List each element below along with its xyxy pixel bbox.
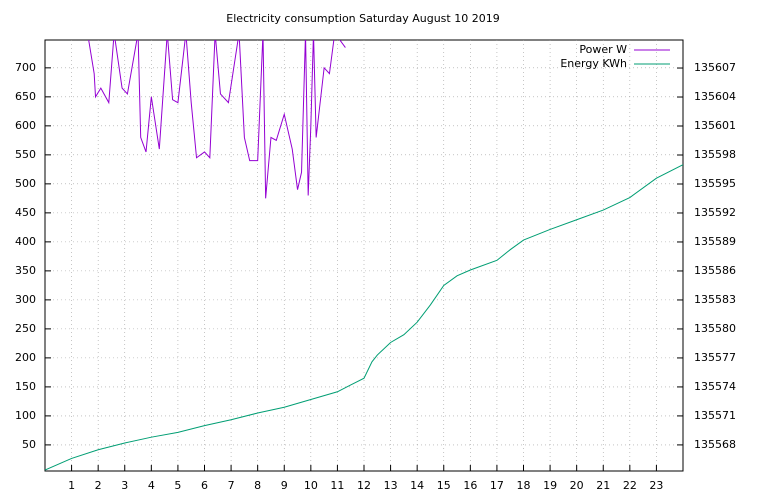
y-tick-label: 550 xyxy=(15,148,36,161)
y2-tick-label: 135595 xyxy=(694,177,736,190)
y2-tick-label: 135571 xyxy=(694,409,736,422)
x-tick-label: 4 xyxy=(148,479,155,492)
x-tick-label: 21 xyxy=(596,479,610,492)
y-tick-label: 450 xyxy=(15,206,36,219)
y-tick-label: 250 xyxy=(15,322,36,335)
x-tick-label: 22 xyxy=(623,479,637,492)
y2-tick-label: 135589 xyxy=(694,235,736,248)
y2-tick-label: 135604 xyxy=(694,90,736,103)
x-tick-label: 8 xyxy=(254,479,261,492)
x-tick-label: 6 xyxy=(201,479,208,492)
y-tick-label: 600 xyxy=(15,119,36,132)
x-tick-label: 23 xyxy=(649,479,663,492)
y2-tick-label: 135574 xyxy=(694,380,736,393)
plot-area xyxy=(45,40,683,471)
y2-tick-label: 135601 xyxy=(694,119,736,132)
y2-tick-label: 135607 xyxy=(694,61,736,74)
y-tick-label: 350 xyxy=(15,264,36,277)
y2-tick-label: 135580 xyxy=(694,322,736,335)
x-tick-label: 5 xyxy=(174,479,181,492)
x-tick-label: 17 xyxy=(490,479,504,492)
y2-tick-label: 135577 xyxy=(694,351,736,364)
x-tick-label: 1 xyxy=(68,479,75,492)
x-tick-label: 19 xyxy=(543,479,557,492)
y-tick-label: 500 xyxy=(15,177,36,190)
y2-tick-label: 135568 xyxy=(694,438,736,451)
x-tick-label: 14 xyxy=(410,479,424,492)
legend-label: Energy KWh xyxy=(560,57,627,70)
x-tick-label: 7 xyxy=(228,479,235,492)
y2-tick-label: 135586 xyxy=(694,264,736,277)
series-line xyxy=(88,40,346,199)
x-tick-label: 18 xyxy=(517,479,531,492)
y-tick-label: 100 xyxy=(15,409,36,422)
y2-tick-label: 135583 xyxy=(694,293,736,306)
x-tick-label: 16 xyxy=(463,479,477,492)
legend-label: Power W xyxy=(579,43,627,56)
x-tick-label: 11 xyxy=(330,479,344,492)
series-line xyxy=(45,164,683,471)
y-tick-label: 300 xyxy=(15,293,36,306)
y2-tick-label: 135592 xyxy=(694,206,736,219)
x-tick-label: 2 xyxy=(95,479,102,492)
x-tick-label: 12 xyxy=(357,479,371,492)
chart-title: Electricity consumption Saturday August … xyxy=(226,12,499,25)
x-tick-label: 20 xyxy=(570,479,584,492)
x-tick-label: 9 xyxy=(281,479,288,492)
y2-tick-label: 135598 xyxy=(694,148,736,161)
x-tick-label: 10 xyxy=(304,479,318,492)
y-tick-label: 700 xyxy=(15,61,36,74)
y-tick-label: 50 xyxy=(22,438,36,451)
y-tick-label: 200 xyxy=(15,351,36,364)
x-tick-label: 15 xyxy=(437,479,451,492)
y-tick-label: 150 xyxy=(15,380,36,393)
y-tick-label: 400 xyxy=(15,235,36,248)
x-tick-label: 3 xyxy=(121,479,128,492)
y-tick-label: 650 xyxy=(15,90,36,103)
x-tick-label: 13 xyxy=(384,479,398,492)
